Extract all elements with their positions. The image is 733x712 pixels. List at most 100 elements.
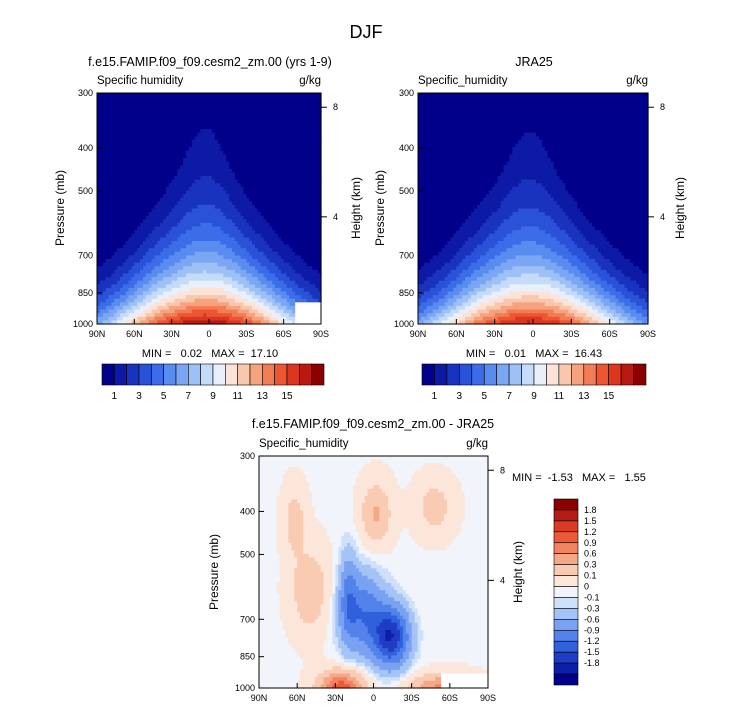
contour-cell [373,637,380,642]
contour-cell [335,568,339,573]
contour-cell [335,615,339,620]
contour-cell [464,492,489,497]
panel-diff-colorbar: 1.81.51.20.90.60.30.10-0.1-0.3-0.6-0.9-1… [553,498,600,686]
contour-cell [266,284,276,289]
contour-cell [259,459,372,464]
contour-cell [432,309,443,314]
contour-cell [497,273,522,278]
contour-cell [488,298,505,303]
contour-cell [373,485,380,490]
contour-cell [565,230,581,235]
contour-cell [476,277,493,282]
contour-cell [191,143,222,148]
contour-cell [263,313,273,318]
contour-cell [465,240,484,246]
contour-cell [326,528,357,533]
contour-cell [276,521,289,526]
contour-cell [142,309,153,314]
contour-cell [571,280,584,285]
contour-cell [418,93,649,98]
contour-cell [183,320,227,325]
contour-cell [373,593,389,598]
contour-cell [411,662,416,667]
contour-cell [370,535,383,540]
contour-cell [420,615,489,620]
colorbar-box [546,363,560,386]
contour-cell [603,255,626,260]
contour-cell [148,287,158,293]
contour-cell [461,521,489,526]
contour-cell [237,287,250,293]
contour-cell [97,183,170,188]
contour-cell [344,582,357,588]
colorbar-box [496,363,510,386]
contour-cell [283,240,322,246]
contour-cell [547,313,567,318]
contour-cell [418,157,511,163]
contour-cell [615,277,631,282]
contour-cell [323,572,333,577]
contour-cell [252,226,273,231]
contour-cell [411,608,419,613]
contour-cell [111,255,130,260]
contour-cell [594,313,605,318]
colorbar-label: 1.2 [584,527,597,537]
colorbar-box [188,363,201,386]
contour-cell [597,248,620,253]
contour-cell [565,313,575,318]
contour-cell [252,295,262,300]
contour-cell [376,582,392,588]
contour-cell [277,305,288,311]
contour-cell [341,604,348,609]
contour-cell [97,194,164,199]
contour-cell [257,208,322,213]
contour-cell [108,295,121,300]
contour-cell [352,514,363,519]
contour-cell [411,644,419,649]
contour-cell [338,572,342,577]
contour-cell [418,226,460,231]
contour-cell [456,305,466,311]
contour-cell [488,269,505,275]
contour-cell [350,648,372,653]
contour-cell [402,644,407,649]
contour-cell [117,280,130,285]
contour-cell [122,284,135,289]
contour-cell [275,284,288,289]
contour-cell [140,305,150,311]
contour-cell [171,208,193,213]
contour-cell [177,237,236,242]
contour-cell [259,492,281,497]
x-tick-label: 90N [251,693,268,703]
contour-cell [160,262,176,267]
contour-cell [586,302,596,307]
contour-cell [350,684,357,689]
contour-cell [300,506,316,511]
contour-cell [414,651,422,656]
contour-cell [462,313,472,318]
contour-cell [329,619,333,624]
contour-cell [128,295,138,300]
contour-cell [379,485,401,490]
contour-cell [114,269,130,275]
contour-cell [580,230,602,235]
contour-cell [408,619,416,624]
contour-cell [559,176,649,181]
contour-cell [314,510,354,515]
contour-cell [453,295,463,300]
contour-cell [277,233,322,238]
contour-cell [279,485,310,490]
colorbar-box [553,542,579,555]
contour-cell [423,510,448,515]
contour-cell [645,298,649,303]
contour-cell [277,266,293,271]
contour-cell [358,474,395,479]
contour-cell [355,564,372,569]
contour-cell [259,528,278,533]
contour-cell [226,157,322,163]
contour-cell [341,648,351,653]
contour-cell [314,677,325,682]
contour-cell [276,495,313,501]
contour-cell [594,259,611,264]
contour-cell [636,280,649,285]
